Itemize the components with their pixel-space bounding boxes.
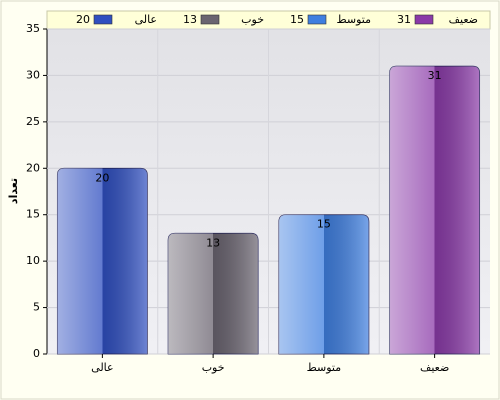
y-tick-label: 0 xyxy=(33,347,40,360)
legend-value: 15 xyxy=(290,13,304,26)
y-axis-label: تعداد xyxy=(7,178,20,204)
legend-label: متوسط xyxy=(336,13,371,26)
bar-shine xyxy=(168,233,259,354)
legend-label: ضعیف xyxy=(449,13,478,26)
value-label: 15 xyxy=(317,218,331,231)
y-tick-label: 5 xyxy=(33,301,40,314)
legend-value: 13 xyxy=(183,13,197,26)
y-tick-label: 25 xyxy=(26,115,40,128)
y-tick-label: 10 xyxy=(26,254,40,267)
bar-shine xyxy=(57,168,148,354)
legend-swatch xyxy=(414,14,434,25)
legend-swatch xyxy=(93,14,113,25)
bar-shine xyxy=(278,214,369,354)
value-label: 20 xyxy=(95,171,109,184)
x-tick-label: خوب xyxy=(202,361,225,374)
x-tick-label: ضعیف xyxy=(420,361,449,374)
legend-swatch xyxy=(307,14,327,25)
legend-value: 20 xyxy=(76,13,90,26)
value-label: 31 xyxy=(428,69,442,82)
y-tick-label: 30 xyxy=(26,68,40,81)
legend-label: عالی xyxy=(135,13,157,26)
value-label: 13 xyxy=(206,236,220,249)
legend-label: خوب xyxy=(241,13,264,26)
y-tick-label: 20 xyxy=(26,161,40,174)
x-tick-label: عالی xyxy=(91,361,113,374)
x-tick-label: متوسط xyxy=(307,361,342,374)
legend-swatch xyxy=(200,14,220,25)
y-tick-label: 15 xyxy=(26,208,40,221)
bar-shine xyxy=(389,66,480,355)
legend-value: 31 xyxy=(397,13,411,26)
y-tick-label: 35 xyxy=(26,22,40,35)
